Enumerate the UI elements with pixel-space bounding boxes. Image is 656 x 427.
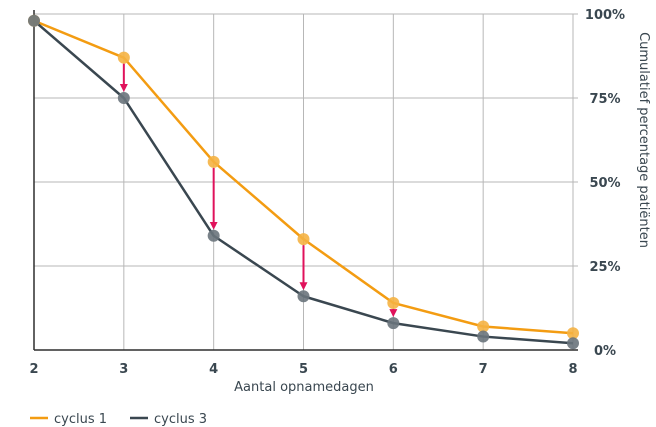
grid-lines [34,13,578,350]
data-point-series-0 [207,155,220,168]
data-point-series-1 [117,92,130,104]
y-axis-label: Cumulatief percentage patiënten [636,32,651,248]
data-point-series-1 [207,229,220,242]
series-points [28,14,579,350]
y-tick-label: 100% [585,8,625,23]
y-tick-labels: 0% 25% 50% 75% 100% [585,8,625,359]
x-tick-label: 5 [299,362,308,377]
data-point-series-0 [297,233,310,246]
legend: cyclus 1 cyclus 3 [30,412,207,427]
data-point-series-1 [567,337,579,350]
x-tick-label: 8 [568,362,577,377]
annotation-arrows [119,63,398,318]
y-tick-label: 25% [589,260,620,275]
y-tick-label: 0% [594,344,616,359]
data-point-series-0 [477,320,490,333]
x-tick-label: 4 [209,362,218,377]
x-tick-label: 7 [479,362,488,377]
x-tick-label: 6 [389,362,398,377]
axes [33,10,578,351]
data-point-series-0 [567,327,579,340]
legend-label-0: cyclus 1 [54,412,107,427]
y-tick-label: 50% [589,176,620,191]
x-tick-label: 2 [29,362,38,377]
data-point-series-1 [297,290,310,303]
data-point-series-1 [387,317,400,330]
data-point-series-1 [477,330,490,343]
data-point-series-1 [28,14,40,27]
x-axis-label: Aantal opnamedagen [234,380,374,395]
data-point-series-0 [387,296,400,309]
data-point-series-0 [117,51,130,64]
x-tick-label: 3 [119,362,128,377]
y-tick-label: 75% [589,92,620,107]
x-tick-labels: 2 3 4 5 6 7 8 [29,362,577,377]
legend-label-1: cyclus 3 [154,412,207,427]
